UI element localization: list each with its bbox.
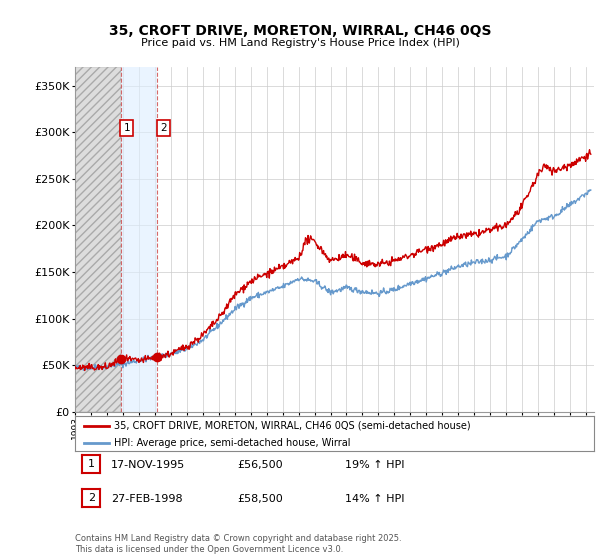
Text: £56,500: £56,500 xyxy=(237,460,283,470)
Text: £58,500: £58,500 xyxy=(237,494,283,504)
Text: 1: 1 xyxy=(124,123,130,133)
Bar xyxy=(75,67,121,412)
Text: Contains HM Land Registry data © Crown copyright and database right 2025.
This d: Contains HM Land Registry data © Crown c… xyxy=(75,534,401,554)
Text: 19% ↑ HPI: 19% ↑ HPI xyxy=(345,460,404,470)
Text: 27-FEB-1998: 27-FEB-1998 xyxy=(111,494,182,504)
Text: 2: 2 xyxy=(88,493,95,503)
Text: Price paid vs. HM Land Registry's House Price Index (HPI): Price paid vs. HM Land Registry's House … xyxy=(140,38,460,48)
Text: 35, CROFT DRIVE, MORETON, WIRRAL, CH46 0QS (semi-detached house): 35, CROFT DRIVE, MORETON, WIRRAL, CH46 0… xyxy=(114,421,470,431)
Text: 1: 1 xyxy=(88,459,95,469)
Text: 2: 2 xyxy=(160,123,166,133)
Text: 17-NOV-1995: 17-NOV-1995 xyxy=(111,460,185,470)
Text: 14% ↑ HPI: 14% ↑ HPI xyxy=(345,494,404,504)
Bar xyxy=(121,67,157,412)
Text: HPI: Average price, semi-detached house, Wirral: HPI: Average price, semi-detached house,… xyxy=(114,438,350,448)
Text: 35, CROFT DRIVE, MORETON, WIRRAL, CH46 0QS: 35, CROFT DRIVE, MORETON, WIRRAL, CH46 0… xyxy=(109,24,491,38)
